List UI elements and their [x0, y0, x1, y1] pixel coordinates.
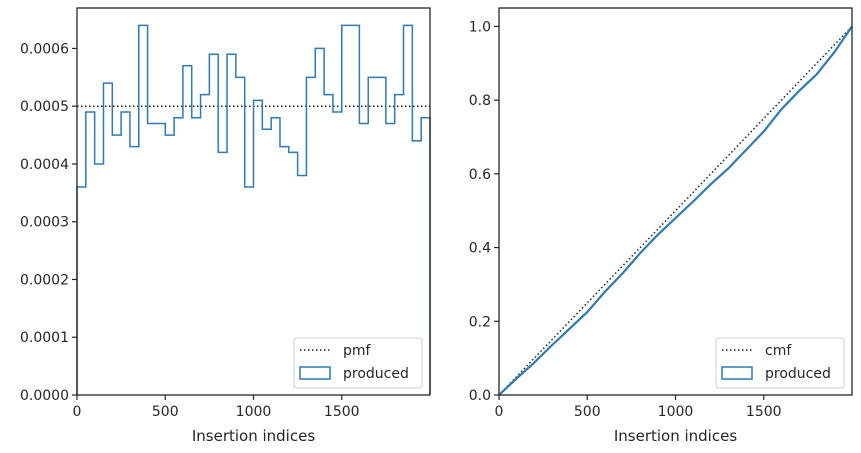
right-legend-produced-label: produced	[765, 366, 831, 382]
right-legend: cmf produced	[715, 337, 845, 389]
right-y-tick-label: 0.6	[469, 167, 491, 183]
right-x-tick-label: 0	[495, 404, 504, 420]
right-y-tick-label: 0.0	[469, 388, 491, 404]
right-y-tick-label: 0.8	[469, 93, 491, 109]
left-x-tick-label: 0	[73, 404, 82, 420]
left-y-tick-label: 0.0004	[20, 157, 69, 173]
right-legend-cmf-label: cmf	[765, 343, 792, 359]
left-legend-produced-label: produced	[343, 366, 409, 382]
left-y-tick-label: 0.0006	[20, 41, 69, 57]
left-x-axis-title: Insertion indices	[192, 427, 315, 445]
left-legend-pmf-label: pmf	[343, 343, 372, 359]
left-y-tick-label: 0.0001	[20, 330, 69, 346]
right-x-tick-label: 1500	[746, 404, 782, 420]
left-x-tick-label: 500	[152, 404, 179, 420]
left-chart-ticks: 0 500 1000 1500 0.0000 0.0001 0.0002 0.0003 0.00…	[20, 41, 360, 420]
right-chart: 0 500 1000 1500 0.0 0.2 0.4 0.6 0.8 1.0 Insertion…	[469, 7, 853, 445]
left-legend-produced-swatch	[299, 366, 331, 380]
right-x-tick-label: 500	[574, 404, 601, 420]
left-chart: 0 500 1000 1500 0.0000 0.0001 0.0002 0.0003 0.00…	[20, 7, 431, 445]
right-y-tick-label: 0.2	[469, 314, 491, 330]
left-x-tick-label: 1500	[324, 404, 360, 420]
left-legend: pmf produced	[293, 337, 423, 389]
left-chart-marks	[76, 24, 431, 395]
left-y-tick-label: 0.0003	[20, 215, 69, 231]
right-legend-box	[715, 337, 845, 389]
right-plot-background	[499, 8, 852, 395]
right-x-tick-label: 1000	[658, 404, 694, 420]
left-plot-frame	[76, 7, 431, 396]
left-y-tick-label: 0.0005	[20, 99, 69, 115]
right-legend-produced-swatch	[721, 366, 753, 380]
right-y-tick-label: 0.4	[469, 241, 491, 257]
right-x-axis-title: Insertion indices	[614, 427, 737, 445]
left-y-tick-label: 0.0002	[20, 272, 69, 288]
right-plot-frame	[498, 7, 853, 396]
left-plot-background	[77, 8, 430, 395]
right-chart-marks	[498, 25, 853, 396]
right-chart-ticks: 0 500 1000 1500 0.0 0.2 0.4 0.6 0.8 1.0	[469, 19, 782, 420]
right-produced-cumulative-line	[498, 25, 853, 396]
left-legend-box	[293, 337, 423, 389]
left-x-tick-label: 1000	[236, 404, 272, 420]
left-produced-histogram-step	[76, 24, 431, 395]
right-y-tick-label: 1.0	[469, 19, 491, 35]
left-y-tick-label: 0.0000	[20, 388, 69, 404]
right-cmf-reference-line	[498, 25, 853, 396]
